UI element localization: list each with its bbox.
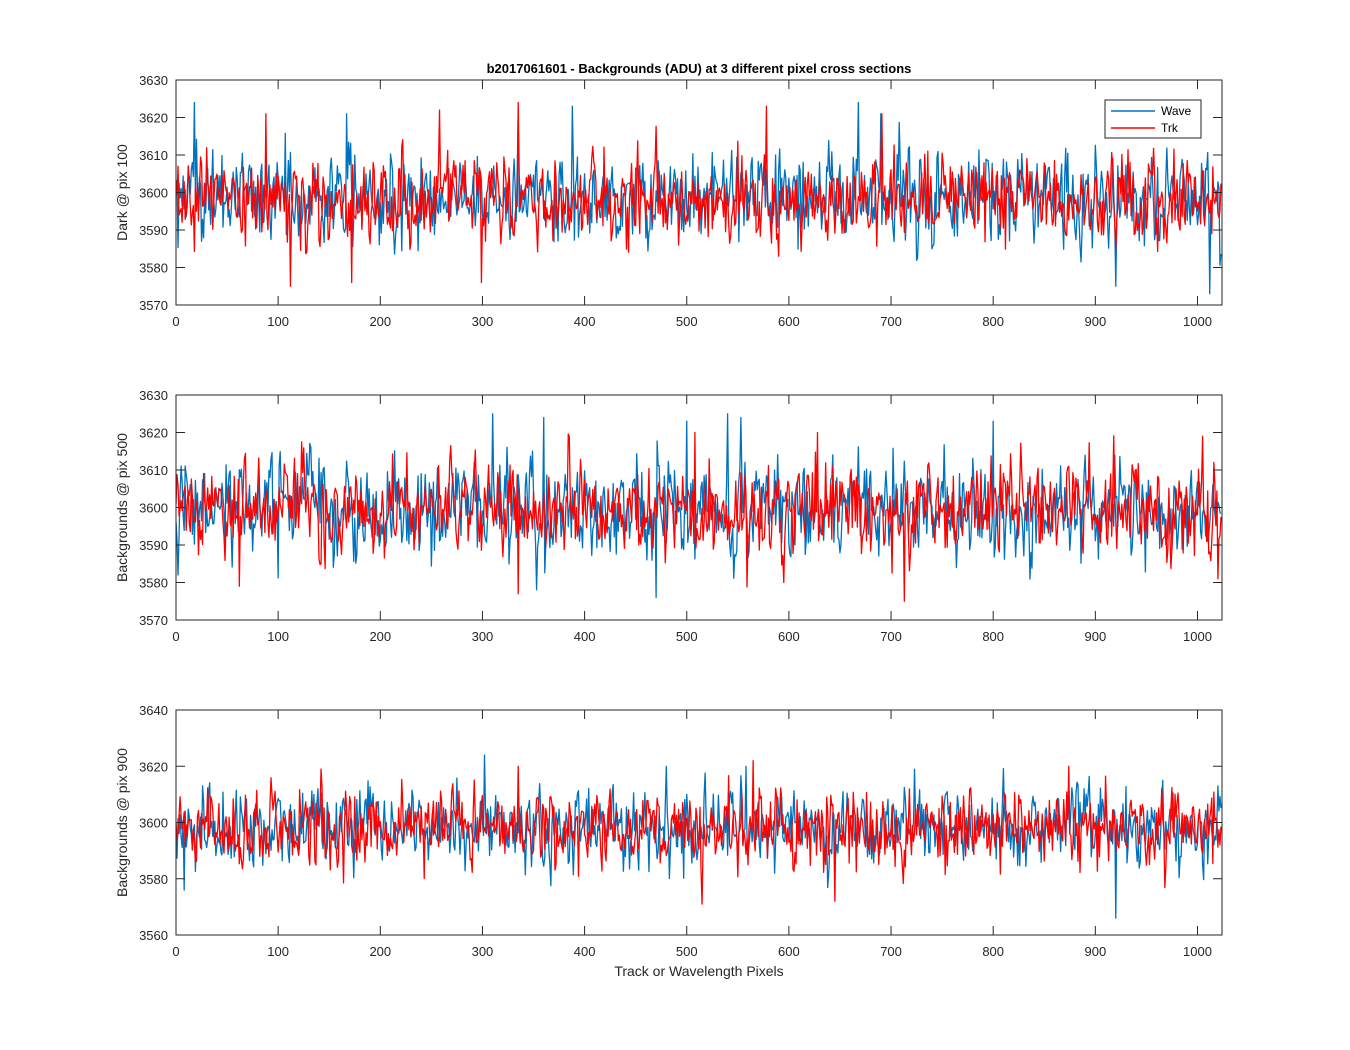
x-tick-label: 0	[172, 944, 179, 959]
legend-label-wave: Wave	[1161, 104, 1192, 118]
series-line-wave	[176, 413, 1222, 599]
x-tick-label: 600	[778, 314, 800, 329]
x-tick-label: 100	[267, 944, 289, 959]
y-tick-label: 3620	[139, 111, 168, 126]
x-tick-label: 900	[1084, 944, 1106, 959]
x-tick-label: 900	[1084, 314, 1106, 329]
legend-label-trk: Trk	[1161, 121, 1179, 135]
y-tick-label: 3590	[139, 223, 168, 238]
y-axis-label: Dark @ pix 100	[114, 144, 130, 241]
x-tick-label: 500	[676, 629, 698, 644]
series-line-wave	[176, 754, 1222, 919]
x-tick-label: 200	[369, 944, 391, 959]
y-tick-label: 3580	[139, 872, 168, 887]
series-line-trk	[176, 759, 1222, 905]
panel-2: 0 100 200 300 400 500 600 700 800 900 1000 3570 3580…	[114, 388, 1223, 644]
x-tick-label: 0	[172, 629, 179, 644]
legend-box	[1104, 99, 1202, 139]
x-tick-label: 400	[574, 944, 596, 959]
series-line-trk	[176, 431, 1222, 602]
panel-1: 0 100 200 300 400 500 600 700 800 900 1000 3570 3580…	[114, 73, 1223, 329]
y-tick-label: 3610	[139, 148, 168, 163]
x-tick-label: 600	[778, 944, 800, 959]
series-line-trk	[176, 101, 1222, 287]
x-tick-label: 700	[880, 629, 902, 644]
y-tick-label: 3620	[139, 759, 168, 774]
x-tick-label: 700	[880, 944, 902, 959]
y-axis-label: Backgrounds @ pix 900	[114, 748, 130, 897]
series-group	[176, 413, 1222, 602]
y-tick-label: 3630	[139, 73, 168, 88]
x-tick-label: 500	[676, 314, 698, 329]
x-tick-label: 800	[982, 629, 1004, 644]
x-tick-label: 1000	[1183, 944, 1212, 959]
y-tick-label: 3610	[139, 463, 168, 478]
x-tick-label: 300	[472, 629, 494, 644]
y-tick-label: 3620	[139, 426, 168, 441]
x-tick-label: 200	[369, 629, 391, 644]
y-tick-label: 3570	[139, 613, 168, 628]
y-axis-label: Backgrounds @ pix 500	[114, 433, 130, 582]
y-tick-label: 3600	[139, 186, 168, 201]
y-tick-label: 3600	[139, 501, 168, 516]
x-tick-label: 300	[472, 314, 494, 329]
y-tick-label: 3560	[139, 928, 168, 943]
x-tick-label: 600	[778, 629, 800, 644]
x-tick-label: 100	[267, 314, 289, 329]
x-tick-label: 400	[574, 314, 596, 329]
x-tick-label: 1000	[1183, 629, 1212, 644]
y-tick-label: 3580	[139, 576, 168, 591]
x-tick-label: 500	[676, 944, 698, 959]
series-group	[176, 101, 1222, 295]
legend: Wave Trk	[1104, 99, 1202, 139]
x-tick-label: 200	[369, 314, 391, 329]
x-tick-label: 100	[267, 629, 289, 644]
x-tick-label: 0	[172, 314, 179, 329]
chart-title: b2017061601 - Backgrounds (ADU) at 3 dif…	[487, 61, 912, 76]
x-axis-label: Track or Wavelength Pixels	[614, 963, 783, 979]
y-tick-label: 3580	[139, 261, 168, 276]
y-tick-label: 3600	[139, 816, 168, 831]
x-tick-label: 400	[574, 629, 596, 644]
x-tick-label: 700	[880, 314, 902, 329]
series-group	[176, 754, 1222, 919]
panels: 0 100 200 300 400 500 600 700 800 900 100035703580…	[114, 73, 1223, 959]
y-tick-label: 3590	[139, 538, 168, 553]
y-tick-label: 3630	[139, 388, 168, 403]
x-tick-label: 900	[1084, 629, 1106, 644]
y-tick-label: 3640	[139, 703, 168, 718]
panel-3: 0 100 200 300 400 500 600 700 800 900 1000 3560 3580…	[114, 703, 1223, 959]
x-tick-label: 800	[982, 314, 1004, 329]
x-tick-label: 800	[982, 944, 1004, 959]
x-tick-label: 300	[472, 944, 494, 959]
x-tick-label: 1000	[1183, 314, 1212, 329]
y-tick-label: 3570	[139, 298, 168, 313]
